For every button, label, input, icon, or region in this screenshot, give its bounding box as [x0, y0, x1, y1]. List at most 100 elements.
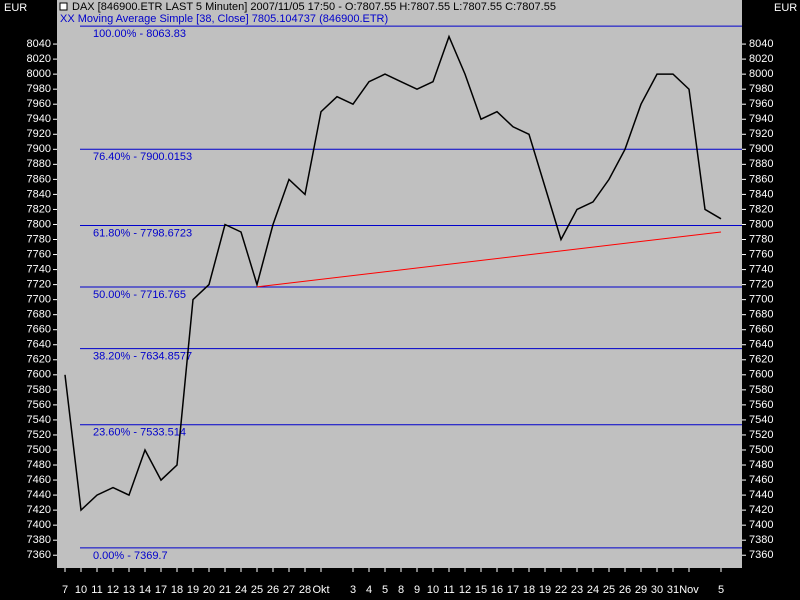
y-tick-label-right: 7700 [749, 294, 773, 306]
x-tick-label: 31 [667, 584, 679, 596]
x-tick-label: 17 [507, 584, 519, 596]
y-axis-label-left: EUR [4, 2, 27, 14]
x-tick-label: 7 [62, 584, 68, 596]
fib-level-label: 61.80% - 7798.6723 [93, 227, 192, 239]
y-tick-label-left: 7560 [27, 399, 51, 411]
y-tick-label-right: 7760 [749, 248, 773, 260]
y-tick-label-left: 7860 [27, 173, 51, 185]
y-tick-label-right: 7680 [749, 309, 773, 321]
y-axis-label-right: EUR [774, 2, 797, 14]
y-tick-label-right: 8000 [749, 68, 773, 80]
x-tick-label: 16 [491, 584, 503, 596]
price-line [64, 34, 722, 512]
fib-level-label: 100.00% - 8063.83 [93, 28, 186, 40]
y-tick-label-left: 7680 [27, 309, 51, 321]
y-tick-label-right: 7780 [749, 233, 773, 245]
y-tick-label-right: 7800 [749, 218, 773, 230]
x-tick-label: 23 [571, 584, 583, 596]
chart-subtitle: XX Moving Average Simple [38, Close] 780… [60, 13, 388, 25]
y-tick-label-right: 7420 [749, 504, 773, 516]
y-tick-label-right: 7720 [749, 279, 773, 291]
fib-level-label: 38.20% - 7634.8577 [93, 351, 192, 363]
x-tick-label: 21 [219, 584, 231, 596]
y-tick-label-right: 7500 [749, 444, 773, 456]
x-tick-label: 4 [366, 584, 372, 596]
y-tick-label-right: 7660 [749, 324, 773, 336]
y-tick-label-right: 8040 [749, 38, 773, 50]
chart-title: DAX [846900.ETR LAST 5 Minuten] 2007/11/… [72, 1, 556, 13]
x-tick-label: 25 [251, 584, 263, 596]
y-tick-label-left: 7720 [27, 279, 51, 291]
x-tick-label: 13 [123, 584, 135, 596]
y-tick-label-left: 7360 [27, 549, 51, 561]
y-tick-label-right: 7520 [749, 429, 773, 441]
x-tick-label: 18 [523, 584, 535, 596]
y-tick-label-left: 7900 [27, 143, 51, 155]
y-tick-label-right: 7540 [749, 414, 773, 426]
y-tick-label-right: 7360 [749, 549, 773, 561]
y-tick-label-left: 7780 [27, 233, 51, 245]
x-tick-label: 10 [427, 584, 439, 596]
y-tick-label-left: 7440 [27, 489, 51, 501]
x-tick-label: 19 [539, 584, 551, 596]
x-tick-label: 15 [475, 584, 487, 596]
y-tick-label-left: 7400 [27, 519, 51, 531]
y-tick-label-right: 7580 [749, 384, 773, 396]
x-tick-label: 24 [587, 584, 599, 596]
header-bar [57, 0, 742, 14]
y-tick-label-right: 7740 [749, 263, 773, 275]
y-tick-label-right: 7980 [749, 83, 773, 95]
y-tick-label-left: 7700 [27, 294, 51, 306]
x-tick-label: 18 [171, 584, 183, 596]
y-tick-label-left: 7480 [27, 459, 51, 471]
y-tick-label-left: 7520 [27, 429, 51, 441]
fib-level-label: 76.40% - 7900.0153 [93, 151, 192, 163]
x-tick-label: 22 [555, 584, 567, 596]
y-tick-label-right: 7460 [749, 474, 773, 486]
x-tick-label: 9 [414, 584, 420, 596]
y-tick-label-left: 8020 [27, 53, 51, 65]
trend-line [256, 231, 722, 288]
y-tick-label-left: 7820 [27, 203, 51, 215]
y-tick-label-left: 7800 [27, 218, 51, 230]
y-tick-label-left: 7540 [27, 414, 51, 426]
x-tick-label: 3 [350, 584, 356, 596]
x-tick-label: 27 [283, 584, 295, 596]
y-tick-label-right: 7600 [749, 369, 773, 381]
y-tick-label-right: 7860 [749, 173, 773, 185]
x-tick-label: 11 [91, 584, 102, 596]
y-tick-label-left: 7760 [27, 248, 51, 260]
y-tick-label-left: 7380 [27, 534, 51, 546]
y-tick-label-right: 7620 [749, 354, 773, 366]
x-tick-label: 8 [398, 584, 404, 596]
fib-level-label: 50.00% - 7716.765 [93, 289, 186, 301]
x-tick-label: 29 [635, 584, 647, 596]
y-tick-label-left: 7980 [27, 83, 51, 95]
y-tick-label-left: 7660 [27, 324, 51, 336]
y-tick-label-left: 8040 [27, 38, 51, 50]
x-tick-label: 11 [443, 584, 454, 596]
y-tick-label-left: 7940 [27, 113, 51, 125]
x-tick-label: 25 [603, 584, 615, 596]
x-tick-label: 28 [299, 584, 311, 596]
y-tick-label-left: 7420 [27, 504, 51, 516]
y-tick-label-left: 7600 [27, 369, 51, 381]
y-tick-label-right: 7940 [749, 113, 773, 125]
y-tick-label-right: 7900 [749, 143, 773, 155]
x-tick-label: 26 [267, 584, 279, 596]
x-tick-label: 19 [187, 584, 199, 596]
y-tick-label-left: 7580 [27, 384, 51, 396]
x-tick-label: 20 [203, 584, 215, 596]
x-tick-label: 5 [718, 584, 724, 596]
x-tick-label: 14 [139, 584, 151, 596]
x-tick-label: 24 [235, 584, 247, 596]
y-tick-label-right: 7480 [749, 459, 773, 471]
y-tick-label-left: 7920 [27, 128, 51, 140]
y-tick-label-right: 7960 [749, 98, 773, 110]
y-tick-label-left: 7840 [27, 188, 51, 200]
fib-level-label: 0.00% - 7369.7 [93, 550, 168, 562]
y-tick-label-left: 8000 [27, 68, 51, 80]
y-tick-label-left: 7960 [27, 98, 51, 110]
y-tick-label-right: 7640 [749, 339, 773, 351]
